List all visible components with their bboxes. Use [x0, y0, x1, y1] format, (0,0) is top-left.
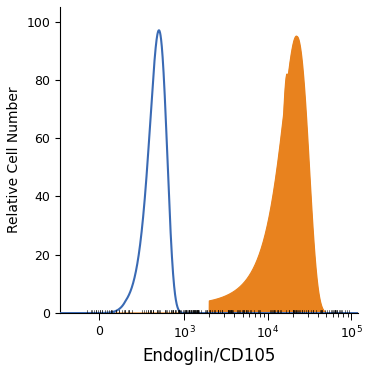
Y-axis label: Relative Cell Number: Relative Cell Number [7, 87, 21, 233]
X-axis label: Endoglin/CD105: Endoglin/CD105 [142, 347, 276, 365]
